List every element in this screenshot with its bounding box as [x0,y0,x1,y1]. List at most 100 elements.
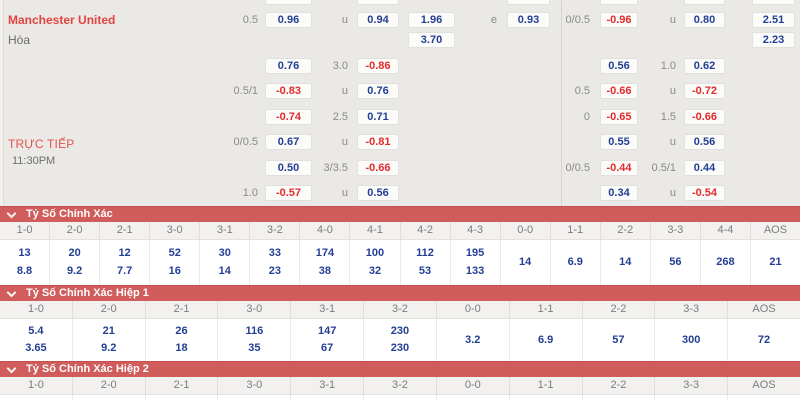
line-label: 0/0.5 [565,162,590,174]
odds-cell[interactable]: 0.71 [357,109,399,125]
odds-cell[interactable]: 0.80 [684,12,725,28]
odds-cell-partial[interactable] [684,0,725,5]
odds-cell[interactable]: -0.72 [684,83,725,99]
odds-cell[interactable]: 0.34 [600,185,638,201]
odds-cell[interactable]: -0.83 [265,83,312,99]
odds-cell-partial[interactable] [600,0,638,5]
score-odds-cell[interactable]: 174 38 [300,240,351,285]
score-odds-cell[interactable]: 14 [501,240,551,285]
line-label: 0.5 [242,14,258,26]
score-odds-cell[interactable]: 72 [728,319,800,361]
odds-cell[interactable]: -0.96 [600,12,638,28]
odds-cell[interactable]: 1.96 [408,12,455,28]
chevron-down-icon[interactable] [6,363,17,374]
score-odds-cell[interactable]: 14 [601,240,651,285]
line-label: u [669,85,676,97]
score-odds-cell[interactable]: 268 [701,240,751,285]
score-odds-cell [0,395,73,400]
score-odds-cell[interactable]: 300 [655,319,729,361]
odds-cell[interactable]: -0.44 [600,160,638,176]
score-odds-cell[interactable]: 116 35 [218,319,292,361]
odds-cell[interactable]: 2.51 [752,12,795,28]
score-odds-cell[interactable]: 3.2 [437,319,510,361]
score-column-label: AOS [763,224,788,236]
line-label: 1.5 [660,111,676,123]
score-odds-value: 26 [175,324,188,337]
odds-cell[interactable]: 0.62 [684,58,725,74]
score-section: Tỷ Số Chính Xác Hiệp 1 1-0 2-0 2-1 3-0 3-1 3-2… [0,285,800,361]
odds-cell[interactable]: 0.93 [507,12,550,28]
line-label: 0/0.5 [565,14,590,26]
score-odds-cell[interactable]: 30 14 [200,240,251,285]
odds-cell[interactable]: -0.81 [357,134,399,150]
score-odds-cell[interactable]: 52 16 [150,240,201,285]
line-label: u [341,85,348,97]
odds-cell[interactable]: 0.67 [265,134,312,150]
odds-cell[interactable]: -0.86 [357,58,399,74]
match-time: 11:30PM [12,155,56,167]
score-column-headers: 1-0 2-0 2-1 3-0 3-1 3-2 4-0 4-1 4-2 4-3 0-0 1-1 2-2 3… [0,222,800,240]
score-odds-cell[interactable]: 6.9 [551,240,601,285]
score-odds-cell[interactable]: 195 133 [451,240,501,285]
score-column-label: 3-0 [218,301,292,318]
odds-cell-partial[interactable] [265,0,312,5]
odds-cell-partial[interactable] [752,0,795,5]
odds-cell[interactable]: 2.23 [752,32,795,48]
odds-cell[interactable]: -0.66 [600,83,638,99]
score-odds-cell[interactable]: 230 230 [364,319,437,361]
odds-cell[interactable]: 0.96 [265,12,312,28]
odds-cell[interactable]: 0.94 [357,12,399,28]
odds-cell[interactable]: -0.74 [265,109,312,125]
odds-cell[interactable]: 0.50 [265,160,312,176]
score-odds-cell[interactable]: 21 9.2 [73,319,146,361]
score-odds-cell[interactable]: 57 [583,319,656,361]
market-group-divider [561,0,562,206]
odds-cell[interactable]: -0.66 [684,109,725,125]
odds-cell[interactable]: 0.55 [600,134,638,150]
score-column-label: 2-2 [583,377,656,394]
score-odds-cell[interactable]: 33 23 [250,240,301,285]
odds-cell[interactable]: -0.66 [357,160,399,176]
line-label: u [669,14,676,26]
score-odds-cell[interactable]: 21 [751,240,800,285]
odds-cell[interactable]: 0.56 [600,58,638,74]
chevron-down-icon[interactable] [6,208,17,219]
score-column-label: 4-4 [701,222,751,239]
odds-cell[interactable]: 0.56 [684,134,725,150]
odds-cell[interactable]: 3.70 [408,32,455,48]
score-odds-cell[interactable]: 6.9 [510,319,583,361]
line-label: 0/0.5 [233,136,258,148]
odds-cell[interactable]: 0.76 [357,83,399,99]
score-odds-cell [583,395,656,400]
score-odds-cell[interactable]: 147 67 [291,319,365,361]
section-header-bar[interactable]: Tỷ Số Chính Xác Hiệp 1 [0,285,800,301]
score-odds-cell[interactable]: 112 53 [401,240,451,285]
chevron-down-icon[interactable] [6,287,17,298]
score-odds-cell[interactable]: 13 8.8 [0,240,51,285]
score-odds-value: 9.2 [66,265,83,278]
score-column-label: 3-0 [150,222,201,239]
score-odds-cell[interactable]: 26 18 [146,319,219,361]
odds-cell[interactable]: 0.44 [684,160,725,176]
odds-cell[interactable]: -0.65 [600,109,638,125]
odds-cell[interactable]: -0.57 [265,185,312,201]
score-column-label: 3-3 [655,301,729,318]
odds-cell-partial[interactable] [507,0,550,5]
score-odds-cell[interactable]: 12 7.7 [100,240,151,285]
score-column-label: 3-2 [364,301,437,318]
score-odds-cell[interactable]: 56 [651,240,701,285]
section-header-bar[interactable]: Tỷ Số Chính Xác Hiệp 2 [0,361,800,377]
line-label: 0.5/1 [233,85,258,97]
score-odds-value: 9.2 [101,342,117,355]
odds-cell[interactable]: -0.54 [684,185,725,201]
score-column-label: 3-3 [651,222,701,239]
score-odds-cell[interactable]: 20 9.2 [50,240,101,285]
odds-cell[interactable]: 0.76 [265,58,312,74]
line-label: 1.0 [660,60,676,72]
odds-cell-partial[interactable] [357,0,399,5]
section-header-bar[interactable]: Tỷ Số Chính Xác [0,206,800,222]
odds-cell[interactable]: 0.56 [357,185,399,201]
score-odds-cell[interactable]: 100 32 [350,240,401,285]
score-column-label: 1-1 [551,222,601,239]
score-odds-cell[interactable]: 5.4 3.65 [0,319,73,361]
